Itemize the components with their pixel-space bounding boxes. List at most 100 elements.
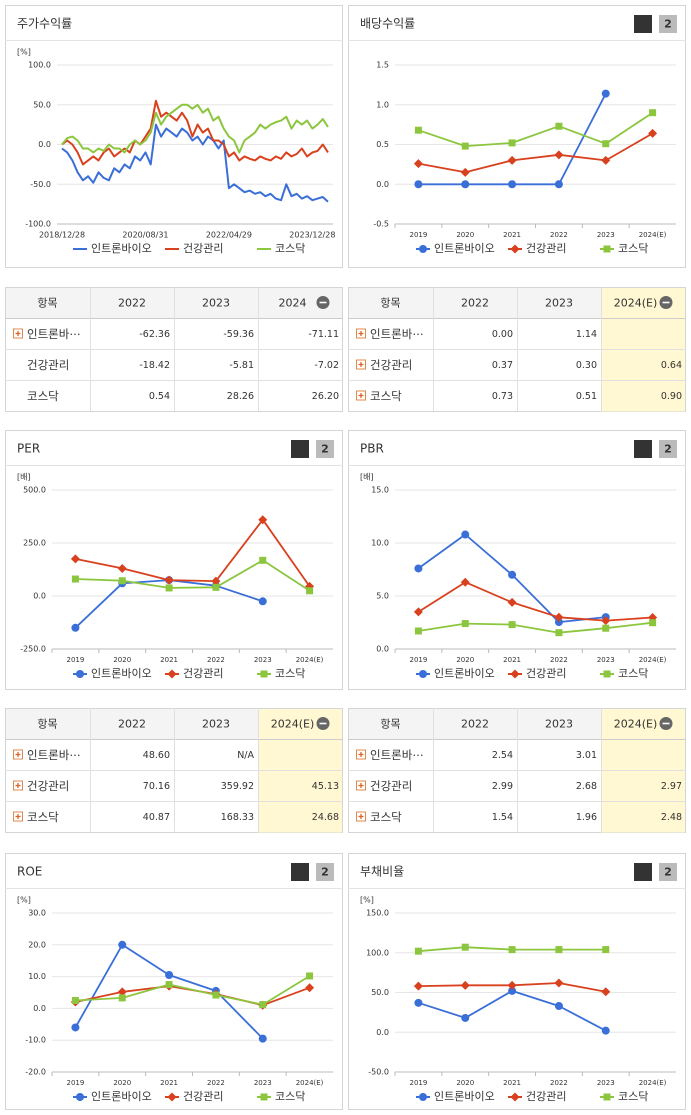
expand-icon-plus [358, 362, 364, 367]
tab-button[interactable] [659, 440, 677, 458]
tab-button[interactable] [291, 863, 309, 881]
data-point [461, 142, 469, 150]
legend-label: 코스닥 [618, 667, 648, 680]
legend-marker [167, 669, 177, 679]
tab-button[interactable] [634, 863, 652, 881]
x-tick-label: 2019 [410, 231, 428, 239]
x-tick-label: 2022 [207, 1079, 225, 1087]
data-point [306, 587, 314, 595]
x-tick-label: 2022 [550, 1079, 568, 1087]
data-point [554, 150, 564, 160]
table-cell: -71.11 [308, 329, 339, 340]
data-point [555, 122, 563, 130]
row-label: 건강관리 [370, 358, 412, 372]
chart-title: 배당수익률 [360, 17, 415, 31]
y-tick-label: -50.0 [30, 180, 51, 189]
data-point [601, 987, 611, 997]
tab-button[interactable] [634, 15, 652, 33]
tab-button[interactable] [291, 440, 309, 458]
data-point [70, 554, 80, 564]
data-point [414, 564, 423, 573]
x-tick-label: 2023 [597, 656, 615, 664]
series-line [75, 975, 311, 1006]
tab-button[interactable] [634, 440, 652, 458]
table-cell: 2.99 [492, 781, 513, 792]
data-point [601, 1026, 610, 1035]
data-point [258, 597, 267, 606]
tab-label: 1 [639, 866, 647, 879]
tab-label: 1 [296, 866, 304, 879]
row-label: 건강관리 [27, 779, 69, 793]
expand-icon-plus [358, 393, 364, 398]
table-cell: 1.14 [576, 329, 597, 340]
series-line [418, 132, 654, 174]
x-tick-label: 2020 [113, 656, 131, 664]
tab-button[interactable] [316, 440, 334, 458]
table-cell: 3.01 [576, 750, 597, 761]
data-point [71, 623, 80, 632]
legend-marker [260, 670, 268, 678]
data-point [602, 624, 610, 632]
data-point [118, 994, 126, 1002]
table-cell: 0.51 [576, 391, 597, 402]
x-tick-label: 2020 [113, 1079, 131, 1087]
data-point [554, 180, 563, 189]
legend-label: 인트론바이오 [91, 1090, 152, 1103]
y-tick-label: 150.0 [366, 909, 389, 918]
legend-marker [76, 1093, 84, 1101]
data-point [258, 515, 268, 525]
tab-button[interactable] [316, 863, 334, 881]
expand-icon-plus [15, 814, 21, 819]
x-tick-label: 2023/12/28 [289, 231, 335, 240]
table-cell: 2.54 [492, 750, 513, 761]
tab-button[interactable] [659, 15, 677, 33]
legend-marker [510, 1092, 520, 1102]
table-cell: 0.00 [492, 329, 513, 340]
table-header-cell: 2023 [545, 297, 573, 310]
data-point [461, 943, 469, 951]
table-cell: N/A [237, 750, 254, 761]
data-point [508, 621, 516, 629]
data-point [461, 530, 470, 539]
table-cell: 0.64 [661, 360, 682, 371]
data-point [555, 629, 563, 637]
data-point [601, 155, 611, 165]
expand-icon-plus [15, 331, 21, 336]
tab-label: 2 [664, 18, 672, 31]
series-line [418, 111, 654, 147]
legend-label: 건강관리 [183, 667, 223, 680]
table-header-cell: 2024 [279, 297, 307, 310]
data-point [118, 577, 126, 585]
unit-label: [%] [17, 48, 31, 57]
panel [5, 430, 343, 690]
table-cell: 2.68 [576, 781, 597, 792]
data-point [71, 996, 79, 1004]
x-tick-label: 2021 [503, 231, 521, 239]
table-cell: 48.60 [143, 750, 170, 761]
table-header-cell: 항목 [37, 297, 57, 310]
data-point [305, 983, 315, 993]
y-tick-label: 1.5 [376, 61, 389, 70]
table-cell: -5.81 [229, 360, 254, 371]
data-point [461, 1013, 470, 1022]
series-line [417, 581, 653, 622]
series-line [61, 103, 329, 154]
table-cell: 168.33 [221, 812, 254, 823]
data-point [554, 1002, 563, 1011]
tab-label: 1 [639, 443, 647, 456]
y-tick-label: -0.5 [373, 220, 389, 229]
tab-button[interactable] [659, 863, 677, 881]
data-point [164, 575, 174, 585]
data-point [649, 109, 657, 117]
x-tick-label: 2023 [597, 1079, 615, 1087]
row-label: 인트론바⋯ [27, 748, 81, 762]
table-header-cell: 2022 [461, 718, 489, 731]
row-label: 인트론바⋯ [27, 327, 81, 341]
legend-marker [419, 245, 427, 253]
data-point [413, 981, 423, 991]
x-tick-label: 2021 [503, 656, 521, 664]
tab-label: 1 [296, 443, 304, 456]
table-cell: 359.92 [221, 781, 254, 792]
chart-title: 부채비율 [360, 865, 404, 879]
